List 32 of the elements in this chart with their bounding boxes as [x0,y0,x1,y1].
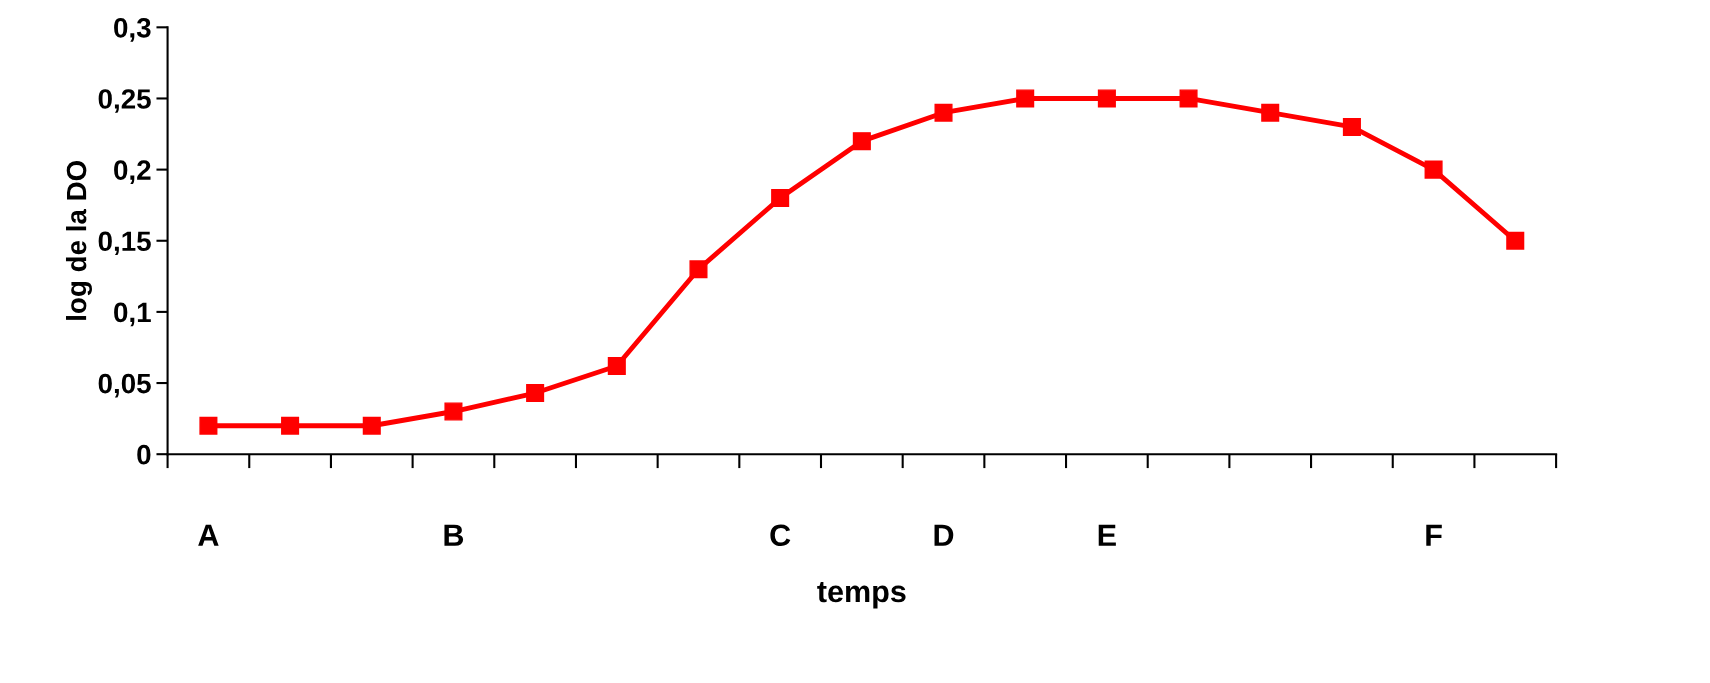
point [689,260,708,279]
x-tick-label: B [444,524,464,546]
point [1506,231,1525,250]
y-tick-label: 0,05 [98,373,151,398]
y-tick-label: 0 [137,444,151,465]
point [1424,160,1443,179]
point [281,416,300,435]
point [934,103,953,122]
point [199,416,218,435]
x-tick-label: D [934,524,954,546]
point [526,383,545,403]
point [444,402,463,421]
x-tick-label: C [770,524,791,547]
point [1342,117,1361,136]
y-axis-title: log de la DO [65,160,92,320]
x-axis-title: temps [817,582,906,609]
point [1097,89,1116,108]
y-tick-label: 0,2 [114,160,151,184]
y-tick-label: 0,1 [114,302,151,327]
point [1261,103,1280,122]
point [362,416,381,435]
y-tick-label: 0,15 [98,231,151,256]
point [1179,89,1198,108]
point [771,189,790,208]
point [607,356,626,376]
y-tick-label: 0,25 [98,89,151,113]
x-tick-label: A [198,524,219,546]
point [852,132,871,151]
x-tick-label: F [1426,524,1442,546]
point [1016,89,1035,108]
y-tick-label: 0,3 [114,17,151,42]
x-tick-label: E [1098,524,1116,546]
